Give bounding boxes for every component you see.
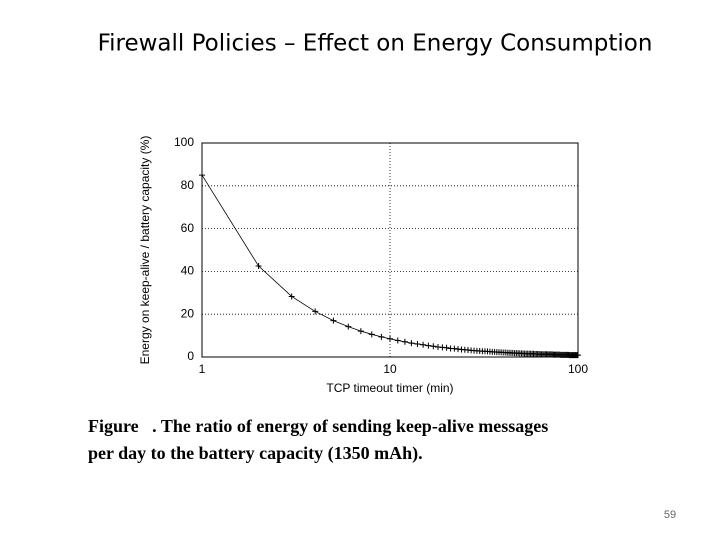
data-point <box>430 343 437 350</box>
y-axis-label: Energy on keep-alive / battery capacity … <box>138 136 152 365</box>
caption-line: Figure . The ratio of energy of sending … <box>88 416 548 436</box>
caption-line: per day to the battery capacity (1350 mA… <box>88 443 423 464</box>
data-point <box>312 308 319 315</box>
data-point <box>414 340 421 347</box>
data-point <box>288 293 295 300</box>
y-tick-label: 100 <box>174 135 194 149</box>
data-point <box>255 263 262 270</box>
x-tick-label: 10 <box>383 362 397 376</box>
page-number: 59 <box>664 509 676 521</box>
data-point <box>408 340 415 347</box>
data-point <box>199 172 205 179</box>
data-point <box>345 323 352 330</box>
y-tick-label: 80 <box>181 178 195 192</box>
y-tick-label: 40 <box>181 264 195 278</box>
data-point <box>443 344 450 351</box>
data-point <box>378 333 385 340</box>
data-point <box>401 338 408 345</box>
plot-frame <box>201 142 579 358</box>
data-point <box>357 328 364 335</box>
data-point <box>420 341 427 348</box>
data-point <box>368 331 375 338</box>
x-tick-label: 100 <box>568 362 588 376</box>
data-point <box>387 335 393 342</box>
x-tick-label: 1 <box>199 362 206 376</box>
slide-title: Firewall Policies – Effect on Energy Con… <box>98 31 653 57</box>
data-point <box>575 352 581 359</box>
y-tick-label: 20 <box>181 306 195 320</box>
data-point <box>330 317 337 324</box>
x-axis-label: TCP timeout timer (min) <box>326 381 453 395</box>
data-point <box>425 342 432 349</box>
y-tick-label: 60 <box>181 221 195 235</box>
y-tick-label: 0 <box>187 349 194 363</box>
data-point <box>394 337 401 344</box>
